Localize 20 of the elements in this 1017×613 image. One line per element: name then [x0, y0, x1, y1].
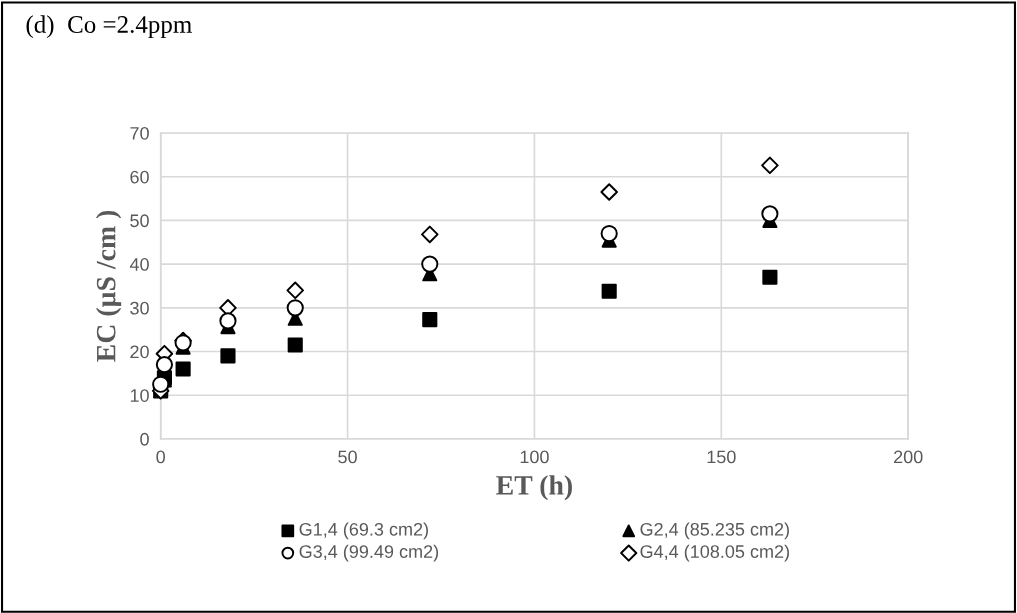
x-axis-title: ET (h) — [496, 475, 572, 501]
y-tick-label: 70 — [130, 126, 149, 140]
y-tick-label: 10 — [130, 389, 149, 402]
y-tick-label: 50 — [130, 214, 149, 228]
x-tick-label: 150 — [707, 450, 736, 464]
legend-label: G4,4 (108.05 cm2) — [640, 544, 789, 562]
x-tick-label: 0 — [156, 450, 165, 464]
y-tick-label: 0 — [140, 432, 149, 446]
x-tick-label: 50 — [338, 450, 357, 464]
y-tick-label: 20 — [130, 345, 149, 359]
y-tick-label: 30 — [130, 301, 149, 315]
legend-label: G1,4 (69.3 cm2) — [299, 522, 428, 540]
legend-label: G2,4 (85.235 cm2) — [640, 522, 789, 540]
legend-label: G3,4 (99.49 cm2) — [299, 544, 439, 562]
x-tick-label: 100 — [520, 450, 549, 464]
y-tick-label: 40 — [129, 258, 149, 271]
chart-title: (d) Co =2.4ppm — [26, 15, 192, 38]
x-tick-label: 200 — [894, 450, 923, 464]
y-axis-title: EC (µS /cm ) — [95, 210, 122, 362]
y-tick-label: 60 — [130, 170, 149, 184]
